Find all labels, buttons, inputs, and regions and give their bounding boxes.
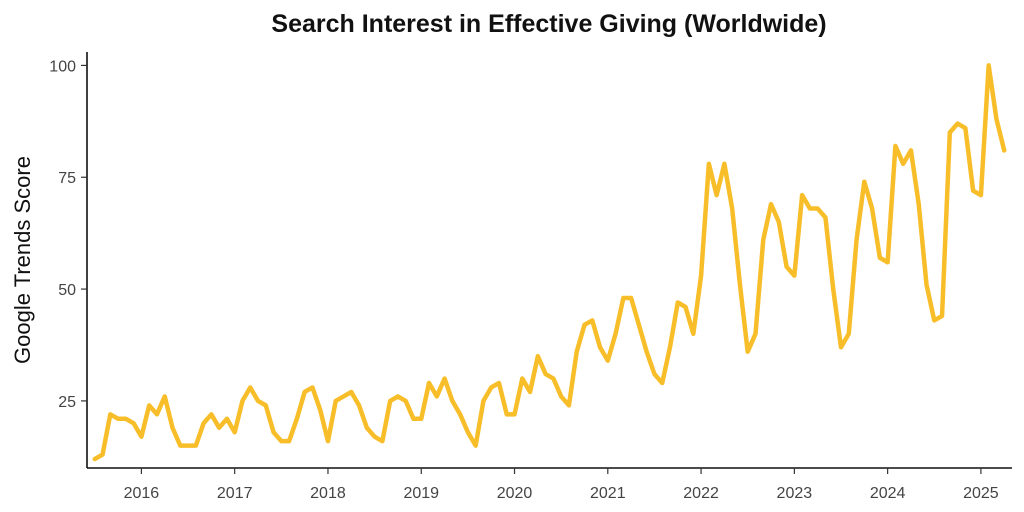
- x-tick-label: 2021: [590, 485, 626, 502]
- x-tick-label: 2020: [497, 485, 533, 502]
- x-tick-label: 2016: [124, 485, 160, 502]
- x-tick-label: 2019: [403, 485, 439, 502]
- x-tick-label: 2022: [683, 485, 719, 502]
- y-axis-label: Google Trends Score: [10, 156, 35, 364]
- x-tick-label: 2023: [777, 485, 813, 502]
- chart-title: Search Interest in Effective Giving (Wor…: [271, 10, 826, 38]
- series-line: [92, 63, 1007, 462]
- series-layer: [92, 63, 1007, 462]
- x-tick-label: 2025: [963, 485, 999, 502]
- y-tick-label: 25: [58, 394, 76, 411]
- ticks-layer: 25 50 75 100 2016 2017 2018 2019 2020 2021 2022 202…: [49, 58, 999, 502]
- x-tick-label: 2018: [310, 485, 346, 502]
- y-tick-label: 75: [58, 170, 76, 187]
- y-tick-label: 50: [58, 282, 76, 299]
- x-tick-label: 2017: [217, 485, 253, 502]
- x-tick-label: 2024: [870, 485, 906, 502]
- y-tick-label: 100: [49, 58, 76, 75]
